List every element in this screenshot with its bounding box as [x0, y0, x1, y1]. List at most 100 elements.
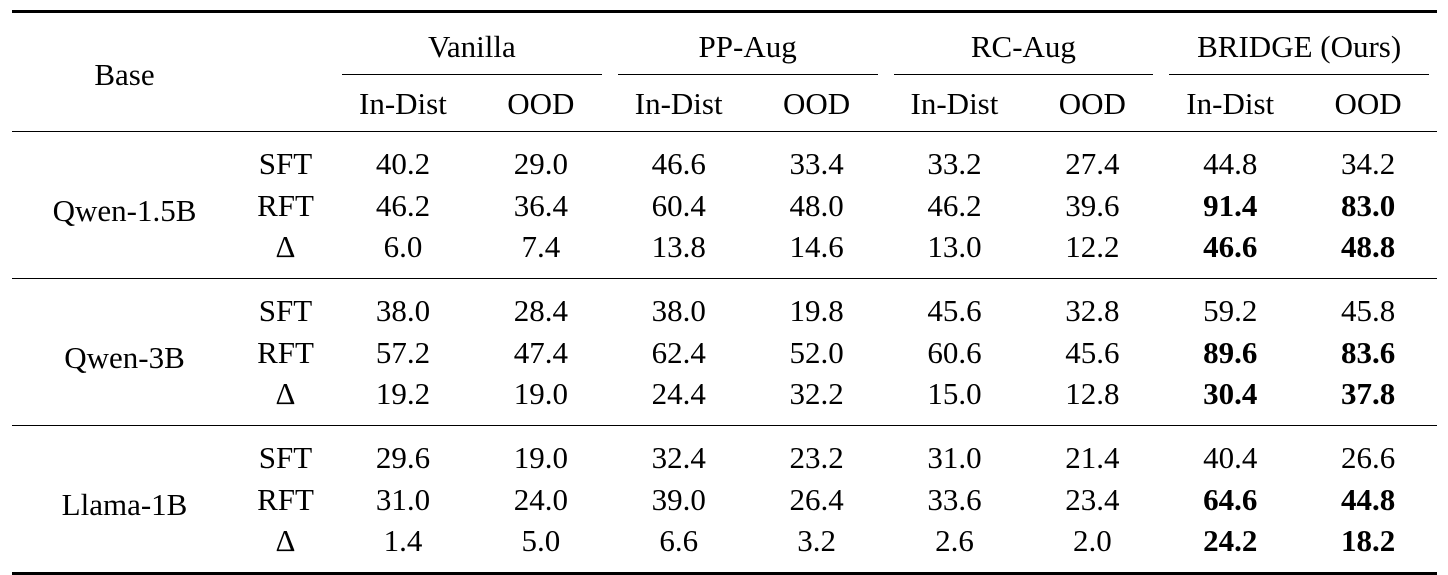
value-cell: 19.0	[513, 376, 568, 411]
value-cell: 31.0	[375, 481, 431, 517]
table-row: RFT 31.0 24.0 39.0 26.4 33.6 23.4 64.6 44.8	[12, 479, 1437, 519]
value-cell: 30.4	[1203, 376, 1258, 411]
value-cell: 19.2	[375, 376, 431, 411]
subheader-in-dist: In-Dist	[634, 85, 723, 121]
value-cell: 13.8	[651, 229, 706, 264]
group-underline	[1169, 74, 1430, 75]
value-cell: 6.6	[659, 523, 699, 558]
table-row: Δ 19.2 19.0 24.4 32.2 15.0 12.8 30.4 37.8	[12, 372, 1437, 426]
value-cell: 29.6	[375, 440, 431, 475]
method-label: Δ	[275, 376, 296, 411]
group-header-vanilla: Vanilla	[334, 12, 610, 75]
value-cell: 2.0	[1072, 523, 1112, 558]
value-cell: 28.4	[513, 293, 568, 328]
value-cell: 5.0	[521, 523, 561, 558]
value-cell: 15.0	[927, 376, 982, 411]
value-cell: 89.6	[1203, 334, 1258, 370]
value-cell: 59.2	[1203, 293, 1258, 328]
table-body: Qwen-1.5B SFT 40.2 29.0 46.6 33.4 33.2 27.4 44.8…	[12, 131, 1438, 574]
base-header: Base	[94, 56, 155, 92]
base-model-label: Llama-1B	[61, 486, 188, 522]
subheader-in-dist: In-Dist	[359, 85, 447, 121]
group-underline	[617, 74, 878, 75]
subheader-in-dist: In-Dist	[910, 85, 999, 121]
value-cell: 24.2	[1203, 523, 1258, 558]
subheader-in-dist: In-Dist	[1186, 85, 1275, 121]
value-cell: 62.4	[651, 334, 706, 370]
results-table: Base Vanilla PP-Aug RC-Aug BRIDGE (Ours)…	[12, 10, 1438, 575]
value-cell: 12.8	[1065, 376, 1120, 411]
value-cell: 34.2	[1340, 146, 1396, 181]
group-header-rc-aug: RC-Aug	[886, 12, 1162, 75]
value-cell: 33.2	[927, 146, 982, 181]
base-model-label: Qwen-1.5B	[52, 192, 197, 228]
value-cell: 24.4	[651, 376, 706, 411]
value-cell: 60.6	[927, 334, 982, 370]
table-row: Δ 6.0 7.4 13.8 14.6 13.0 12.2 46.6 48.8	[12, 225, 1437, 279]
value-cell: 37.8	[1340, 376, 1396, 411]
base-model-label: Qwen-3B	[64, 339, 185, 375]
group-header-pp-aug: PP-Aug	[610, 12, 886, 75]
method-label: Δ	[275, 523, 296, 558]
value-cell: 18.2	[1340, 523, 1396, 558]
value-cell: 19.0	[513, 440, 568, 475]
value-cell: 45.8	[1340, 293, 1396, 328]
value-cell: 44.8	[1340, 481, 1396, 517]
value-cell: 48.0	[789, 187, 844, 223]
value-cell: 12.2	[1065, 229, 1120, 264]
group-underline	[893, 74, 1154, 75]
value-cell: 6.0	[383, 229, 423, 264]
method-label: RFT	[257, 187, 314, 223]
value-cell: 47.4	[513, 334, 568, 370]
value-cell: 83.6	[1340, 334, 1396, 370]
value-cell: 38.0	[375, 293, 431, 328]
value-cell: 46.6	[1203, 229, 1258, 264]
value-cell: 26.6	[1340, 440, 1396, 475]
table-row: RFT 46.2 36.4 60.4 48.0 46.2 39.6 91.4 83.0	[12, 185, 1437, 225]
subheader-ood: OOD	[507, 85, 575, 121]
value-cell: 38.0	[651, 293, 706, 328]
method-label: Δ	[275, 229, 296, 264]
value-cell: 46.2	[375, 187, 431, 223]
group-header-bridge: BRIDGE (Ours)	[1161, 12, 1437, 75]
table-row: RFT 57.2 47.4 62.4 52.0 60.6 45.6 89.6 83.6	[12, 332, 1437, 372]
value-cell: 83.0	[1340, 187, 1396, 223]
value-cell: 32.2	[789, 376, 844, 411]
group-underline	[342, 74, 602, 75]
value-cell: 39.0	[651, 481, 706, 517]
value-cell: 33.4	[789, 146, 844, 181]
value-cell: 46.6	[651, 146, 706, 181]
method-label: RFT	[257, 481, 314, 517]
table-header: Base Vanilla PP-Aug RC-Aug BRIDGE (Ours)…	[12, 11, 1438, 132]
value-cell: 52.0	[789, 334, 844, 370]
subheader-ood: OOD	[1334, 85, 1402, 121]
value-cell: 33.6	[927, 481, 982, 517]
value-cell: 45.6	[927, 293, 982, 328]
value-cell: 44.8	[1203, 146, 1258, 181]
value-cell: 60.4	[651, 187, 706, 223]
value-cell: 23.2	[789, 440, 844, 475]
table-row: Llama-1B SFT 29.6 19.0 32.4 23.2 31.0 21.4 40.4 2…	[12, 425, 1438, 520]
subheader-ood: OOD	[782, 85, 851, 121]
value-cell: 32.4	[651, 440, 706, 475]
value-cell: 40.2	[375, 146, 431, 181]
value-cell: 39.6	[1065, 187, 1120, 223]
value-cell: 3.2	[797, 523, 836, 558]
value-cell: 14.6	[789, 229, 844, 264]
method-label: SFT	[258, 146, 313, 181]
value-cell: 24.0	[513, 481, 568, 517]
value-cell: 36.4	[513, 187, 568, 223]
value-cell: 57.2	[375, 334, 431, 370]
table-row: Qwen-1.5B SFT 40.2 29.0 46.6 33.4 33.2 27.4 44.8…	[12, 131, 1438, 226]
value-cell: 64.6	[1203, 481, 1258, 517]
value-cell: 2.6	[935, 523, 974, 558]
table-row: Qwen-3B SFT 38.0 28.4 38.0 19.8 45.6 32.8 59.2 45…	[12, 278, 1438, 373]
value-cell: 31.0	[927, 440, 982, 475]
value-cell: 32.8	[1065, 293, 1120, 328]
value-cell: 91.4	[1203, 187, 1258, 223]
value-cell: 21.4	[1065, 440, 1120, 475]
value-cell: 40.4	[1203, 440, 1258, 475]
method-label: SFT	[258, 293, 313, 328]
value-cell: 23.4	[1065, 481, 1120, 517]
